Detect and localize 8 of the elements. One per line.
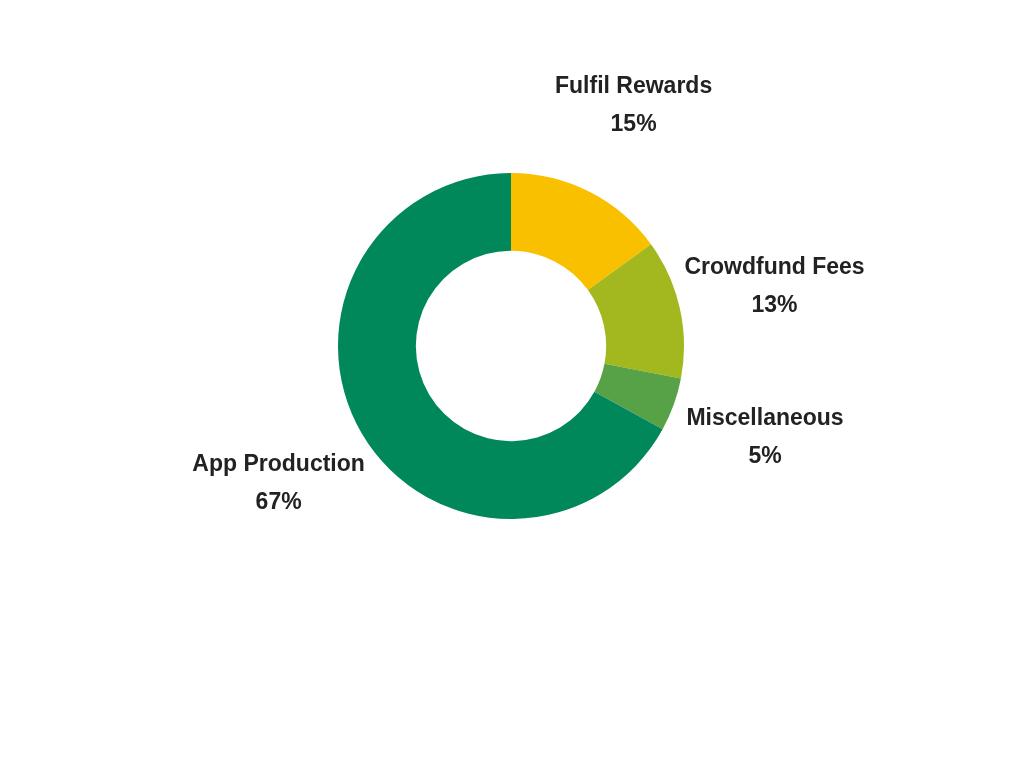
data-label: 15% [610, 109, 657, 136]
data-label: 67% [255, 487, 302, 514]
data-label: 5% [748, 441, 782, 468]
slice-label: Miscellaneous [686, 403, 844, 430]
slice-label: Crowdfund Fees [684, 253, 865, 280]
slice-label: App Production [192, 449, 365, 476]
slice-label: Fulfil Rewards [554, 71, 713, 98]
data-label: 13% [751, 291, 798, 318]
